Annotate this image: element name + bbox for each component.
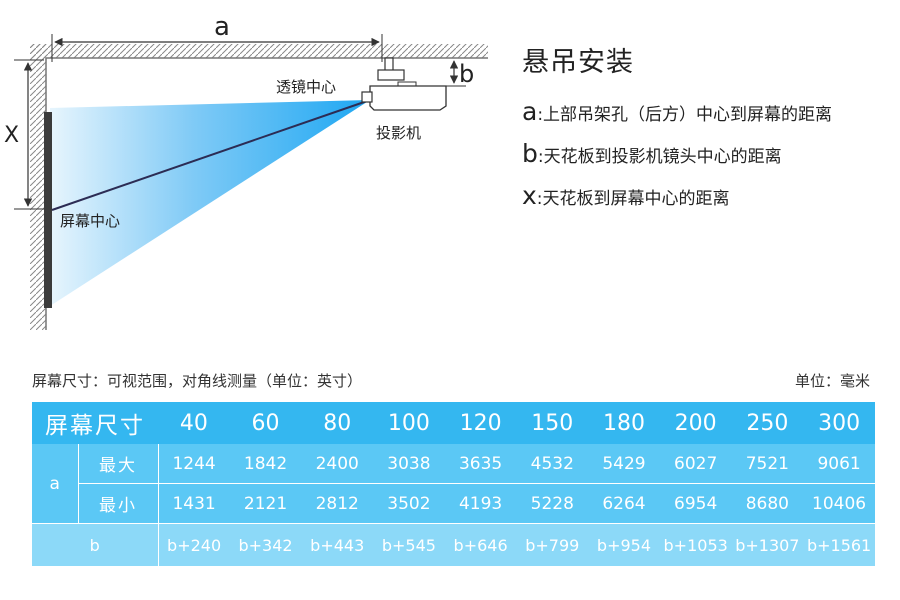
b-cell: b+342 [229,523,302,566]
min-cell: 2121 [229,483,302,524]
legend-text-a: :上部吊架孔（后方）中心到屏幕的距离 [537,105,833,125]
b-row: b b+240 b+342 b+443 b+545 b+646 b+799 b+… [32,523,875,566]
row-b-label: b [32,523,159,566]
b-cell: b+443 [301,523,374,566]
min-cell: 6954 [659,483,732,524]
screen-center-label: 屏幕中心 [60,212,120,230]
min-label: 最小 [78,483,159,524]
min-row: 最小 1431 2121 2812 3502 4193 5228 6264 69… [32,483,875,524]
legend-key-a: a [522,97,538,126]
projection-beam [50,100,370,306]
label-b: b [459,60,474,88]
min-cell: 4193 [444,483,517,524]
screen [44,112,52,308]
size-cell: 200 [659,402,732,444]
b-cell: b+799 [516,523,589,566]
legend-item-b: b:天花板到投影机镜头中心的距离 [522,139,832,181]
dimension-b [434,60,466,87]
unit-caption: 单位：毫米 [794,372,870,390]
b-cell: b+954 [588,523,660,566]
b-cell: b+545 [373,523,445,566]
max-row: a 最大 1244 1842 2400 3038 3635 4532 5429 … [32,444,875,524]
max-cell: 2400 [301,444,374,484]
legend-item-x: x:天花板到屏幕中心的距离 [522,181,832,223]
b-cell: b+1307 [731,523,804,566]
max-cell: 3038 [373,444,445,484]
legend-text-x: :天花板到屏幕中心的距离 [536,189,730,209]
size-cell: 100 [373,402,445,444]
min-cell: 6264 [588,483,660,524]
max-cell: 1244 [158,444,230,484]
legend-key-b: b [522,139,538,168]
max-cell: 9061 [803,444,875,484]
projector-icon [361,57,447,111]
size-cell: 250 [731,402,804,444]
max-cell: 3635 [444,444,517,484]
max-label: 最大 [78,444,159,484]
max-cell: 6027 [659,444,732,484]
legend-key-x: x [522,181,537,210]
label-x: X [4,123,19,148]
lens-to-screen-line [51,99,371,211]
size-cell: 80 [301,402,374,444]
size-cell: 150 [516,402,589,444]
header-row: 屏幕尺寸 40 60 80 100 120 150 180 200 250 30… [32,402,875,444]
min-cell: 2812 [301,483,374,524]
min-cell: 8680 [731,483,804,524]
size-cell: 180 [588,402,660,444]
min-cell: 3502 [373,483,445,524]
size-cell: 120 [444,402,517,444]
legend-title: 悬吊安装 [522,47,634,78]
b-cell: b+1561 [803,523,875,566]
legend-item-a: a:上部吊架孔（后方）中心到屏幕的距离 [522,97,832,139]
lens-center-label: 透镜中心 [276,78,336,96]
label-a: a [214,12,230,42]
header-label: 屏幕尺寸 [32,402,158,444]
b-cell: b+240 [158,523,230,566]
installation-diagram: a X b 透镜中心 投影机 屏幕中心 [4,12,488,330]
size-cell: 300 [803,402,875,444]
dimension-a [51,34,383,62]
min-cell: 10406 [803,483,875,524]
min-cell: 1431 [158,483,230,524]
legend-text-b: :天花板到投影机镜头中心的距离 [537,147,782,167]
table-caption: 屏幕尺寸：可视范围，对角线测量（单位：英寸） [32,372,363,390]
max-cell: 1842 [229,444,302,484]
screen-size-table: 屏幕尺寸 40 60 80 100 120 150 180 200 250 30… [32,402,875,566]
max-cell: 5429 [588,444,660,484]
b-cell: b+646 [444,523,517,566]
b-cell: b+1053 [659,523,732,566]
size-cell: 60 [229,402,302,444]
ceiling-wall [30,44,488,330]
dimension-x [14,59,44,210]
legend: 悬吊安装 a:上部吊架孔（后方）中心到屏幕的距离 b:天花板到投影机镜头中心的距… [522,40,832,223]
size-cell: 40 [158,402,230,444]
row-a-label: a [32,444,79,524]
projector-label: 投影机 [376,124,421,142]
max-cell: 7521 [731,444,804,484]
max-cell: 4532 [516,444,589,484]
min-cell: 5228 [516,483,589,524]
